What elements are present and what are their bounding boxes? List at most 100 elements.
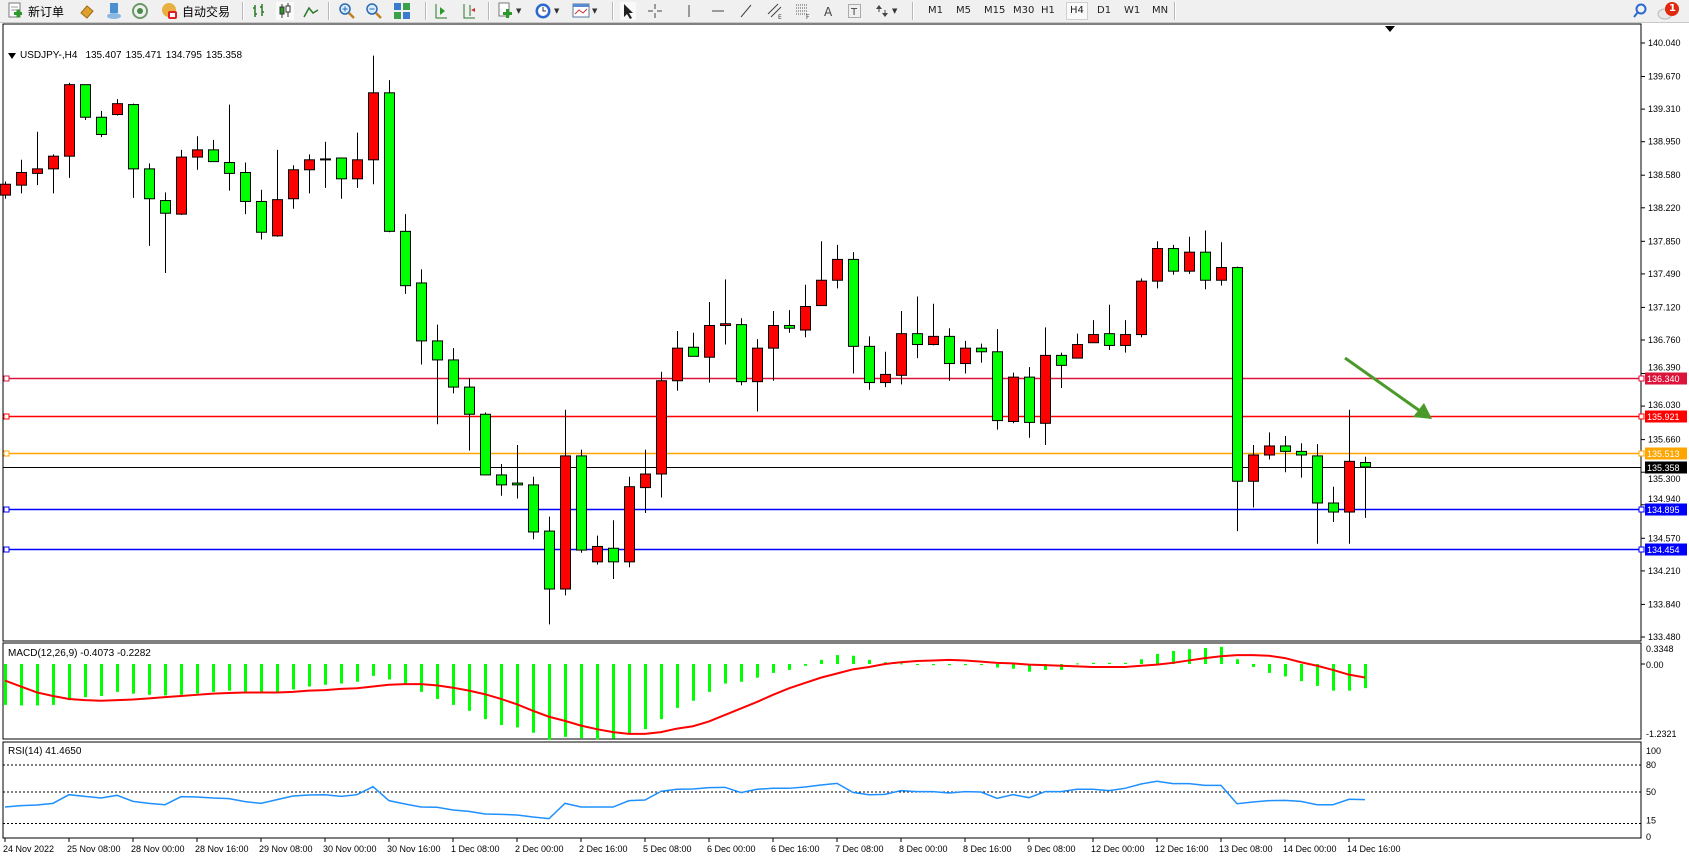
chart-shift-marker-icon[interactable] — [1385, 26, 1395, 32]
chart-window[interactable]: 140.040 139.670 139.310 138.950 138.580 138.2… — [0, 23, 1689, 860]
price-tick-label: 138.220 — [1648, 203, 1681, 213]
timeframe-d1[interactable]: D1 — [1097, 5, 1112, 16]
price-tick-label: 139.670 — [1648, 72, 1681, 82]
timeframe-m30[interactable]: M30 — [1013, 5, 1035, 16]
arrow-down-right-icon[interactable] — [1413, 403, 1432, 419]
cursor-button[interactable] — [620, 2, 636, 20]
candle-bearish — [384, 92, 395, 232]
timeframe-w1[interactable]: W1 — [1124, 5, 1141, 16]
separator — [328, 2, 330, 20]
candle-bearish — [576, 455, 587, 551]
chart-canvas[interactable]: 140.040 139.670 139.310 138.950 138.580 138.2… — [0, 23, 1689, 860]
level-price-badge — [1645, 410, 1687, 423]
dropdown-triangle-icon[interactable] — [8, 52, 16, 60]
candle-bearish — [496, 474, 507, 486]
navigator-button[interactable] — [105, 2, 123, 20]
new-order-button[interactable]: 新订单 — [6, 2, 64, 20]
macd-histogram-bar — [788, 664, 791, 670]
level-anchor-handle[interactable] — [1638, 546, 1645, 553]
trend-arrow-shaft[interactable] — [1344, 356, 1421, 413]
time-axis-label: 6 Dec 16:00 — [771, 844, 820, 854]
candle-bearish — [1056, 354, 1067, 366]
macd-histogram-bar — [1012, 664, 1015, 669]
level-anchor-handle[interactable] — [3, 375, 10, 382]
macd-panel[interactable] — [2, 642, 1642, 740]
level-anchor-handle[interactable] — [1638, 450, 1645, 457]
macd-histogram-bar — [804, 664, 807, 666]
level-anchor-handle[interactable] — [1638, 413, 1645, 420]
level-anchor-handle[interactable] — [1638, 375, 1645, 382]
candle-bullish — [1136, 280, 1147, 336]
market-watch-button[interactable] — [78, 2, 96, 20]
rsi-axis-label: 15 — [1646, 816, 1656, 826]
timeframe-m15[interactable]: M15 — [984, 5, 1006, 16]
rsi-panel[interactable] — [2, 741, 1642, 839]
autotrade-button[interactable]: 自动交易 — [160, 2, 230, 20]
time-axis-label: 9 Dec 08:00 — [1027, 844, 1076, 854]
candle-bearish — [1168, 248, 1179, 272]
candle-bullish — [928, 335, 939, 346]
chart-shift-button[interactable] — [460, 2, 478, 20]
candlestick-button[interactable] — [276, 2, 294, 20]
level-anchor-handle[interactable] — [1638, 506, 1645, 513]
timeframe-mn[interactable]: MN — [1152, 5, 1169, 16]
candle-bearish — [688, 346, 699, 357]
templates-button[interactable]: ▼ — [572, 2, 597, 20]
candle-bearish — [608, 547, 619, 563]
candle-bullish — [752, 347, 763, 383]
periods-button[interactable]: ▼ — [534, 2, 559, 20]
macd-histogram-bar — [404, 664, 407, 684]
price-tick-label: 134.940 — [1648, 494, 1681, 504]
macd-histogram-bar — [692, 664, 695, 701]
level-anchor-handle[interactable] — [3, 546, 10, 553]
crosshair-button[interactable] — [647, 2, 663, 20]
indicators-button[interactable]: ▼ — [496, 2, 521, 20]
svg-text:F: F — [806, 14, 810, 20]
candle-bearish — [448, 359, 459, 388]
line-chart-button[interactable] — [302, 2, 320, 20]
arrows-icon — [876, 5, 888, 17]
candle-bearish — [464, 386, 475, 415]
bar-chart-button[interactable] — [250, 2, 268, 20]
rsi-axis-label: 100 — [1646, 746, 1661, 756]
time-axis-label: 14 Dec 00:00 — [1283, 844, 1337, 854]
timeframe-m5[interactable]: M5 — [956, 5, 971, 16]
horizontal-line-button[interactable] — [710, 2, 726, 20]
level-anchor-handle[interactable] — [3, 506, 10, 513]
macd-histogram-bar — [164, 664, 167, 696]
fibonacci-button[interactable]: F — [794, 2, 812, 20]
zoom-in-button[interactable] — [338, 2, 356, 20]
level-anchor-handle[interactable] — [3, 413, 10, 420]
price-tick-label: 136.760 — [1648, 335, 1681, 345]
vertical-line-button[interactable] — [684, 2, 694, 20]
time-axis-label: 2 Dec 00:00 — [515, 844, 564, 854]
price-tick-label: 136.390 — [1648, 363, 1681, 373]
timeframe-m1[interactable]: M1 — [928, 5, 943, 16]
auto-scroll-button[interactable] — [432, 2, 450, 20]
equidistant-channel-button[interactable]: E — [766, 2, 784, 20]
macd-histogram-bar — [852, 655, 855, 664]
macd-histogram-bar — [292, 664, 295, 690]
macd-histogram-bar — [564, 664, 567, 737]
macd-histogram-bar — [1060, 664, 1063, 670]
zoom-out-button[interactable] — [365, 2, 383, 20]
signals-button[interactable] — [131, 2, 149, 20]
notification-button[interactable]: 1 — [1656, 2, 1682, 20]
text-label-button[interactable]: T — [847, 2, 863, 20]
search-button[interactable] — [1632, 2, 1648, 20]
candle-bearish — [208, 149, 219, 163]
macd-histogram-bar — [484, 664, 487, 720]
level-anchor-handle[interactable] — [3, 450, 10, 457]
text-button[interactable]: A — [822, 2, 836, 20]
timeframe-h4[interactable]: H4 — [1066, 2, 1088, 20]
timeframe-h1[interactable]: H1 — [1041, 5, 1055, 16]
macd-histogram-bar — [548, 664, 551, 740]
main-price-panel[interactable] — [2, 23, 1642, 642]
trendline-button[interactable] — [738, 2, 754, 20]
macd-histogram-bar — [1236, 659, 1239, 664]
candle-bearish — [432, 340, 443, 361]
macd-histogram-bar — [1332, 664, 1335, 691]
macd-histogram-bar — [868, 659, 871, 664]
arrows-button[interactable]: ▼ — [874, 2, 897, 20]
tile-windows-button[interactable] — [393, 2, 411, 20]
